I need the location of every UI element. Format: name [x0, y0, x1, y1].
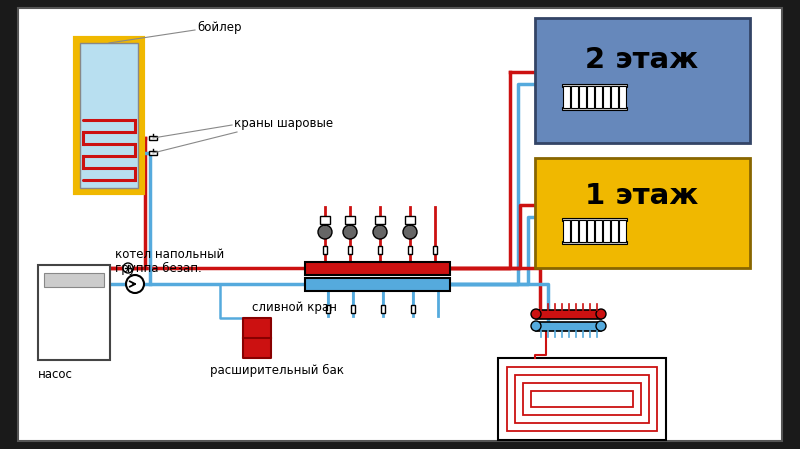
Bar: [579, 86, 586, 108]
Circle shape: [123, 263, 133, 273]
Bar: [562, 107, 627, 110]
Bar: [579, 220, 586, 242]
Bar: [351, 305, 355, 313]
Bar: [44, 273, 104, 287]
Bar: [562, 241, 627, 244]
Bar: [149, 136, 157, 140]
Bar: [603, 220, 610, 242]
Bar: [587, 220, 594, 242]
Bar: [515, 375, 649, 423]
Circle shape: [531, 321, 541, 331]
Bar: [434, 246, 437, 254]
Bar: [562, 84, 627, 87]
Text: 2 этаж: 2 этаж: [586, 46, 698, 74]
Bar: [611, 86, 618, 108]
Circle shape: [126, 275, 144, 293]
Text: насос: насос: [38, 367, 73, 380]
Bar: [571, 220, 578, 242]
Text: бойлер: бойлер: [197, 21, 242, 34]
Bar: [562, 218, 627, 221]
Bar: [348, 246, 352, 254]
Bar: [411, 305, 415, 313]
Bar: [619, 220, 626, 242]
Bar: [326, 305, 330, 313]
Text: 1 этаж: 1 этаж: [586, 182, 698, 210]
Text: краны шаровые: краны шаровые: [234, 116, 333, 129]
Bar: [587, 86, 594, 108]
Circle shape: [318, 225, 332, 239]
Text: котел напольный: котел напольный: [115, 248, 224, 261]
Bar: [320, 216, 330, 224]
Circle shape: [373, 225, 387, 239]
Bar: [619, 86, 626, 108]
Text: группа безап.: группа безап.: [115, 261, 202, 274]
Circle shape: [531, 309, 541, 319]
Bar: [563, 86, 570, 108]
Circle shape: [596, 309, 606, 319]
Bar: [38, 265, 110, 360]
Bar: [408, 246, 412, 254]
Bar: [381, 305, 385, 313]
Bar: [595, 86, 602, 108]
Bar: [323, 246, 327, 254]
Bar: [375, 216, 385, 224]
Bar: [535, 158, 750, 268]
Bar: [75, 38, 143, 193]
Bar: [149, 151, 157, 155]
Bar: [563, 220, 570, 242]
Circle shape: [403, 225, 417, 239]
Text: расширительный бак: расширительный бак: [210, 363, 344, 377]
Bar: [523, 383, 641, 415]
Bar: [243, 318, 271, 358]
Bar: [535, 18, 750, 143]
Bar: [498, 358, 666, 440]
Bar: [405, 216, 415, 224]
Text: сливной кран: сливной кран: [252, 301, 337, 314]
Bar: [507, 367, 657, 431]
Bar: [571, 86, 578, 108]
Bar: [305, 278, 450, 291]
Bar: [595, 220, 602, 242]
Bar: [536, 322, 601, 331]
Bar: [80, 43, 138, 188]
Circle shape: [596, 321, 606, 331]
Bar: [305, 262, 450, 275]
Bar: [378, 246, 382, 254]
Bar: [345, 216, 355, 224]
Bar: [531, 391, 633, 407]
Circle shape: [343, 225, 357, 239]
Bar: [603, 86, 610, 108]
Bar: [611, 220, 618, 242]
Bar: [536, 310, 601, 319]
